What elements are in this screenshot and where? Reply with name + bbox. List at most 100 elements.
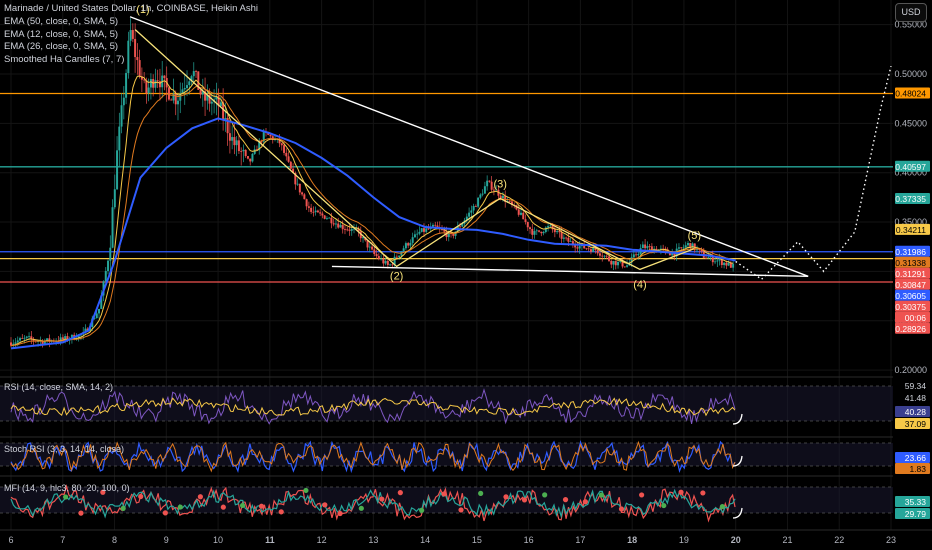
mfi-dot (278, 509, 284, 515)
candle-body (158, 81, 161, 88)
indicator-value-label: 1.83 (909, 464, 926, 474)
mfi-dot (598, 492, 605, 498)
elliott-wave-path[interactable] (134, 29, 695, 271)
candle-body (28, 336, 31, 338)
mfi-dot (100, 489, 106, 495)
candle-body (425, 228, 428, 232)
candle-body (416, 233, 419, 235)
candle-body (323, 215, 326, 219)
candle-body (461, 223, 464, 227)
candle-body (355, 228, 358, 230)
candle-body (477, 197, 480, 207)
indicator-value-label: 23.66 (905, 453, 927, 463)
indicator-value-label-bg (895, 380, 930, 391)
candle-body (576, 247, 579, 249)
candle-body (84, 328, 87, 333)
candle-body (224, 117, 227, 120)
candle-body (707, 257, 710, 259)
candle-body (519, 212, 522, 215)
candle-body (470, 210, 473, 213)
candle-body (41, 340, 44, 345)
mfi-dot (397, 490, 403, 496)
candle-body (680, 247, 683, 249)
candle-body (301, 192, 304, 195)
candle-body (195, 71, 198, 72)
projection-path[interactable] (735, 65, 892, 281)
candle-body (260, 141, 263, 143)
candle-body (343, 229, 346, 231)
candle-body (138, 60, 141, 77)
indicator-ema26[interactable]: EMA (26, close, 0, SMA, 5) (4, 41, 119, 53)
candle-body (237, 140, 240, 152)
ema12-line[interactable] (10, 75, 734, 347)
candle-body (495, 189, 498, 191)
wave-label: (3) (493, 179, 506, 191)
price-label: 0.28926 (895, 324, 926, 334)
price-label: 0.30847 (895, 280, 926, 290)
candle-body (578, 246, 581, 249)
x-tick-label: 8 (112, 535, 117, 545)
candle-body (565, 237, 568, 239)
candle-body (98, 308, 101, 314)
mfi-line-2[interactable] (10, 488, 736, 519)
mfi-dot (63, 494, 69, 500)
candle-body (77, 334, 80, 339)
candle-body (468, 212, 471, 217)
candle-body (316, 210, 319, 213)
ema26-line[interactable] (10, 85, 734, 347)
wave-label: (4) (633, 279, 646, 291)
candle-body (107, 260, 110, 271)
price-label-bg (895, 256, 930, 268)
candle-body (501, 195, 504, 199)
indicator-ema12[interactable]: EMA (12, close, 0, SMA, 5) (4, 28, 119, 40)
price-label: 0.31338 (895, 258, 926, 268)
candle-body (228, 133, 231, 141)
indicator-value-label-bg (895, 406, 930, 417)
price-label: 0.31986 (895, 247, 926, 257)
x-tick-label: 22 (834, 535, 844, 545)
candle-body (729, 262, 732, 268)
mfi-band (0, 487, 893, 513)
currency-button[interactable]: USD (895, 3, 927, 22)
stoch-rsi-title[interactable]: Stoch RSI (3, 3, 14, 14, close) (4, 444, 125, 454)
indicator-value-label: 40.28 (905, 407, 927, 417)
candle-body (113, 189, 116, 208)
candle-body (334, 223, 337, 225)
candle-body (538, 230, 541, 232)
price-label-bg (895, 289, 930, 301)
mfi-line[interactable] (10, 484, 736, 523)
x-tick-label: 21 (782, 535, 792, 545)
trendline[interactable] (331, 265, 809, 278)
candle-body (619, 260, 622, 263)
rsi-ma-line[interactable] (10, 397, 736, 417)
rsi-title[interactable]: RSI (14, close, SMA, 14, 2) (4, 382, 114, 392)
x-tick-label: 16 (524, 535, 534, 545)
stoch-d-line[interactable] (10, 440, 736, 473)
candle-body (116, 150, 119, 190)
x-tick-label: 9 (164, 535, 169, 545)
candle-body (330, 217, 333, 224)
indicator-ema50[interactable]: EMA (50, close, 0, SMA, 5) (4, 15, 119, 27)
mfi-dot (503, 494, 509, 500)
indicator-smoothed-ha[interactable]: Smoothed Ha Candles (7, 7) (4, 54, 125, 66)
candle-body (614, 261, 617, 266)
ema50-line[interactable] (10, 117, 736, 350)
trendline[interactable] (129, 16, 809, 277)
candle-body (12, 343, 15, 346)
rsi-line[interactable] (10, 388, 736, 425)
mfi-title[interactable]: MFI (14, 9, hlc3, 80, 20, 100, 0) (4, 483, 130, 493)
candle-body (251, 153, 254, 162)
candle-body (556, 231, 559, 233)
candle-body (204, 91, 207, 101)
x-tick-label: 17 (575, 535, 585, 545)
wave-label: (5) (688, 230, 701, 242)
candle-body (19, 338, 22, 341)
candle-body (373, 249, 376, 255)
candle-body (711, 255, 714, 263)
candle-body (705, 257, 708, 259)
candle-body (684, 245, 687, 248)
candle-body (310, 207, 313, 212)
x-tick-label: 14 (420, 535, 430, 545)
candle-body (240, 151, 243, 152)
